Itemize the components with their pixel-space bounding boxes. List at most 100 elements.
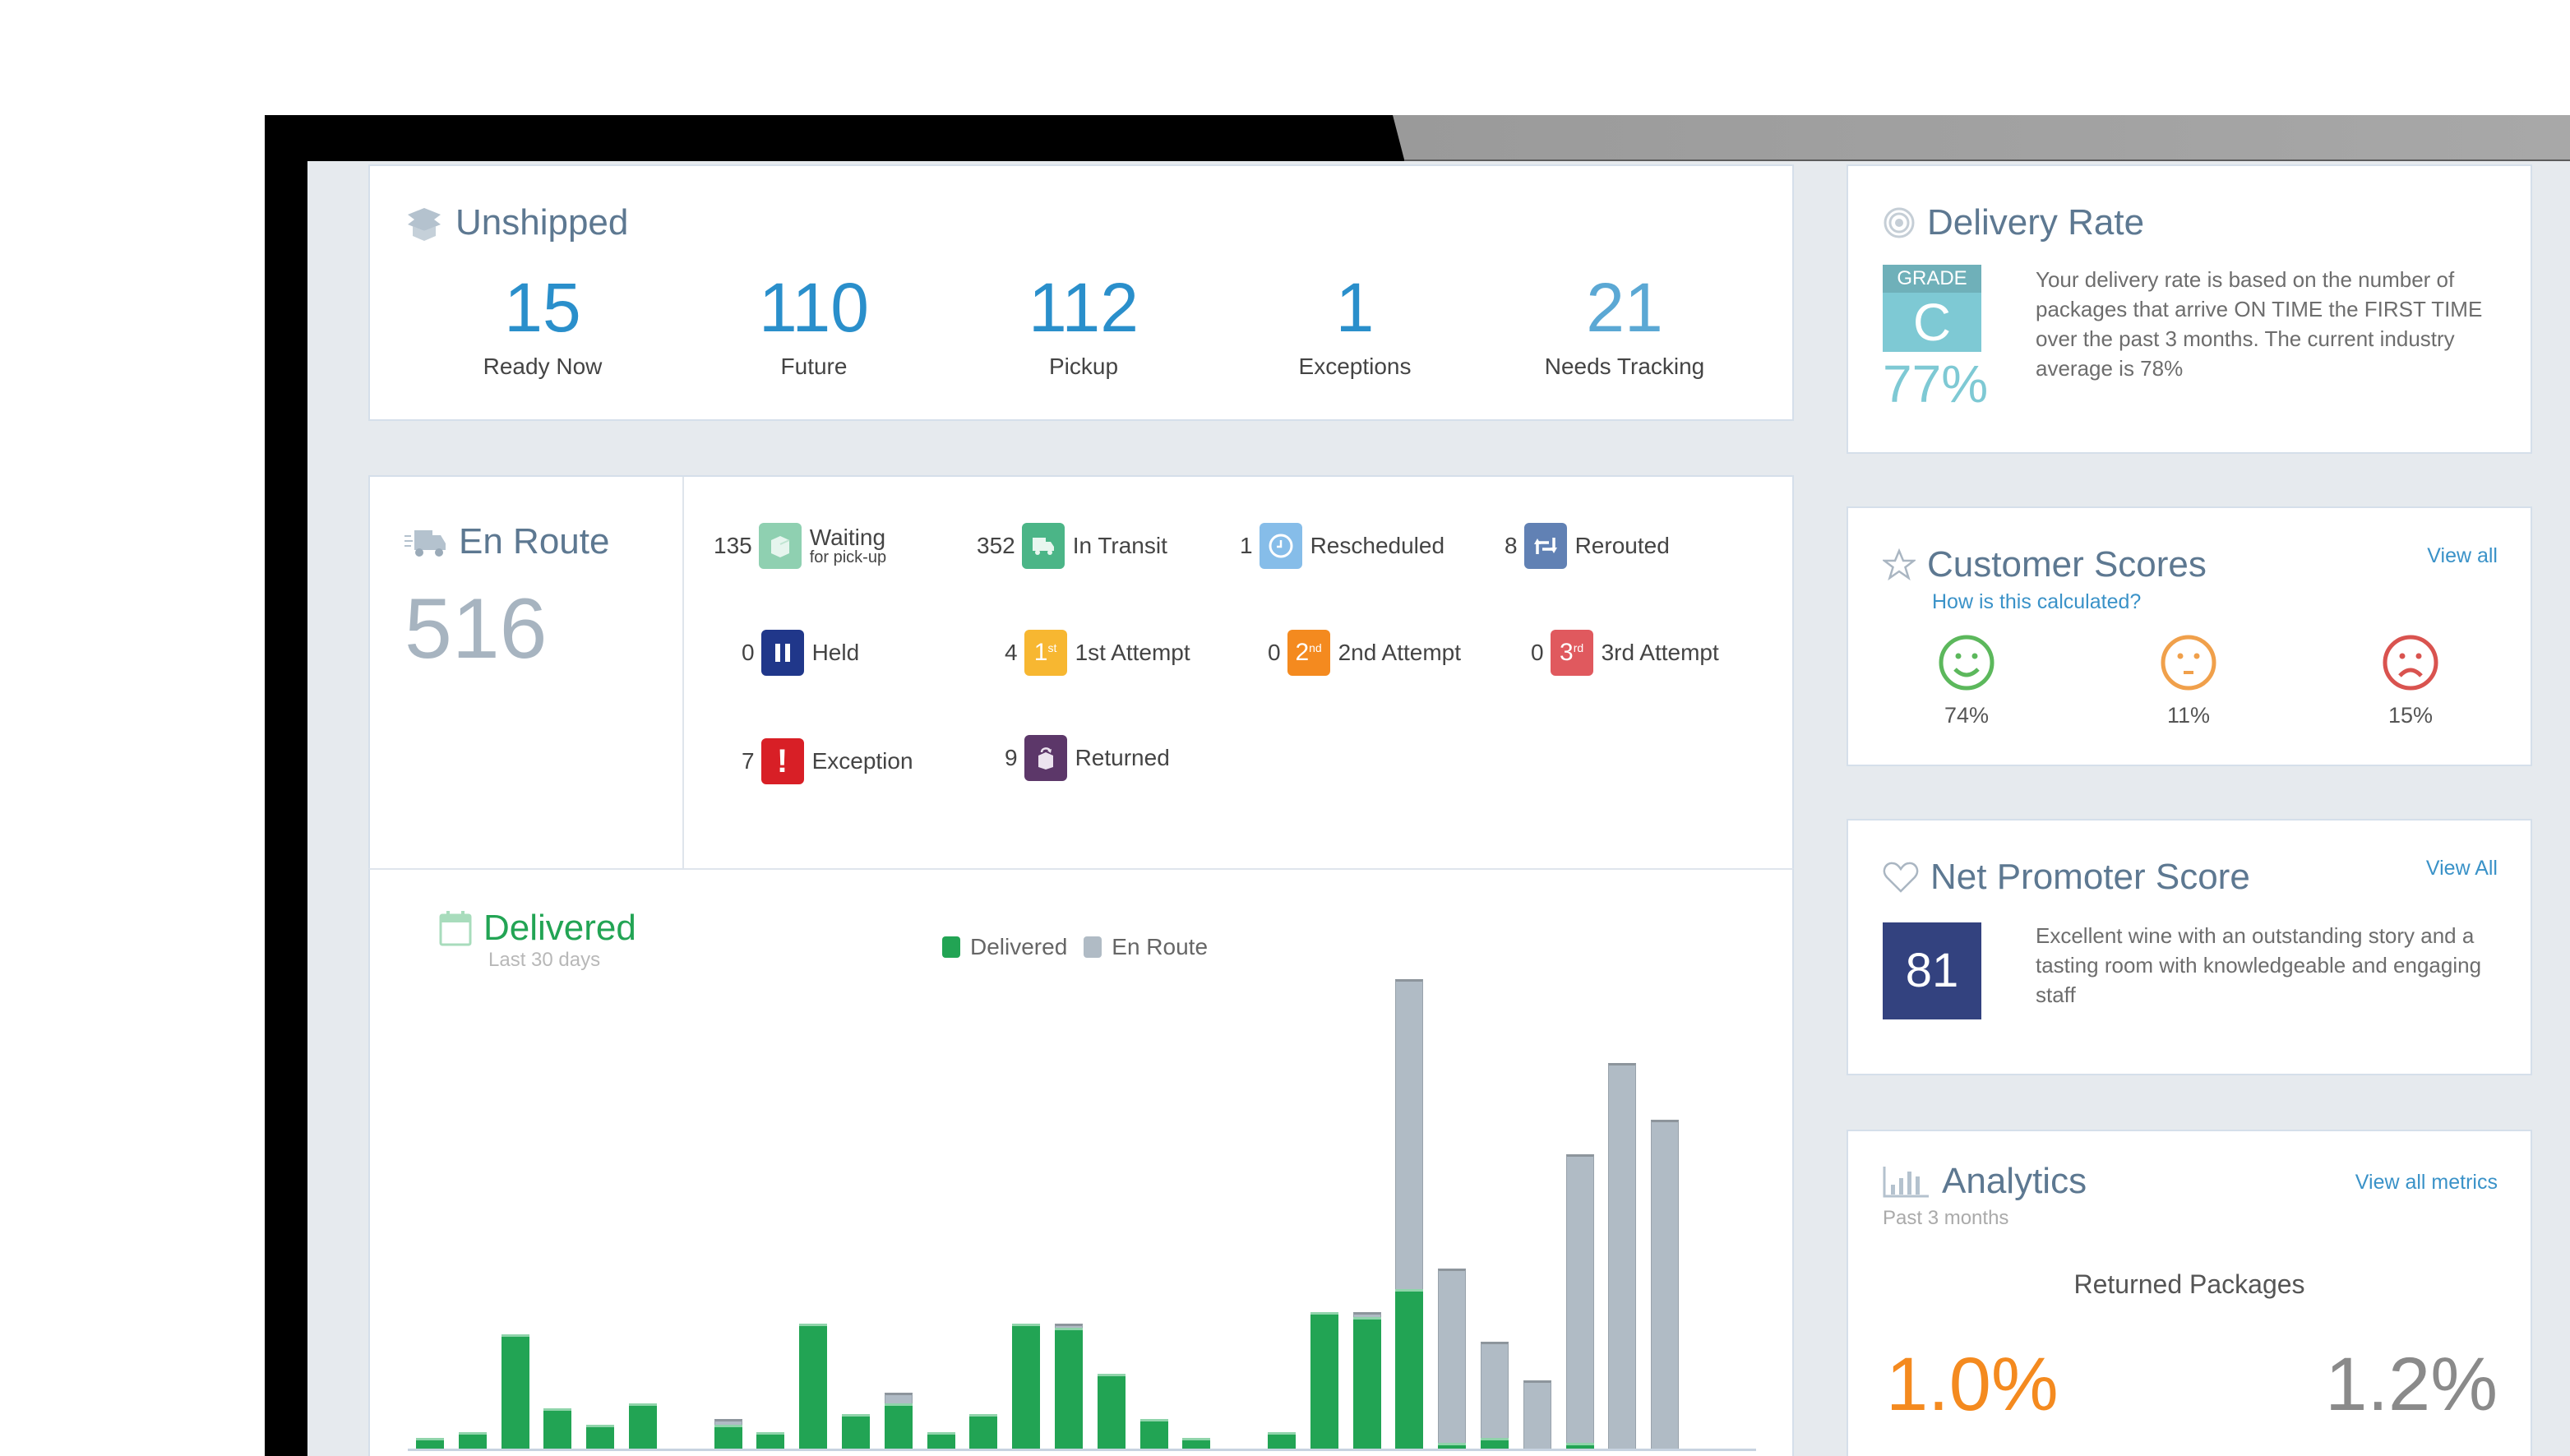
delivery-rate-header: Delivery Rate	[1883, 202, 2144, 243]
view-all-metrics-link[interactable]: View all metrics	[2355, 1171, 2498, 1194]
delivered-header: Delivered	[439, 908, 636, 949]
status-label: In Transit	[1072, 533, 1167, 559]
unshipped-header: Unshipped	[404, 202, 628, 243]
chart-bar[interactable]	[416, 1437, 444, 1449]
metric-current-value: 1.0%	[1886, 1343, 2059, 1426]
attempt-suffix: nd	[1309, 641, 1322, 654]
attempt-suffix: rd	[1573, 641, 1584, 654]
stat-value: 112	[1028, 269, 1139, 346]
stat-label: Future	[780, 354, 848, 379]
customer-scores-card: Customer Scores View all How is this cal…	[1847, 506, 2532, 766]
status-held[interactable]: 0 Held	[742, 630, 859, 676]
chart-bar[interactable]	[927, 1432, 955, 1449]
chart-bar[interactable]	[969, 1414, 998, 1449]
status-rescheduled[interactable]: 1 Rescheduled	[1240, 523, 1444, 569]
analytics-title: Analytics	[1942, 1161, 2087, 1201]
status-exception[interactable]: 7 ! Exception	[742, 738, 913, 784]
en-route-title: En Route	[459, 521, 610, 562]
legend-label-delivered[interactable]: Delivered	[970, 934, 1068, 959]
bar-segment-delivered	[1352, 1317, 1381, 1449]
stat-label: Pickup	[1048, 354, 1119, 379]
x-axis	[408, 1449, 1756, 1451]
en-route-total: 516	[404, 581, 548, 677]
chart-bar[interactable]	[1182, 1437, 1211, 1449]
en-route-summary[interactable]: En Route 516	[370, 477, 684, 868]
bar-segment-en-route	[884, 1393, 913, 1404]
score-percent: 11%	[2166, 703, 2211, 728]
bar-segment-delivered	[543, 1407, 572, 1449]
chart-bar[interactable]	[1395, 979, 1424, 1449]
delivered-subtitle: Last 30 days	[488, 949, 601, 971]
bar-segment-delivered	[1055, 1328, 1083, 1449]
chart-bar[interactable]	[1268, 1432, 1296, 1449]
chart-bar[interactable]	[884, 1393, 913, 1449]
chart-bar[interactable]	[1097, 1374, 1126, 1449]
chart-bar[interactable]	[1012, 1324, 1041, 1449]
chart-bar[interactable]	[1352, 1312, 1381, 1449]
customer-scores-title: Customer Scores	[1927, 544, 2207, 585]
stat-label: Needs Tracking	[1544, 354, 1705, 379]
chart-bar[interactable]	[1481, 1342, 1509, 1449]
chart-bar[interactable]	[629, 1403, 657, 1449]
status-label: 1st Attempt	[1075, 640, 1190, 666]
reroute-icon	[1523, 523, 1567, 569]
bar-segment-en-route	[1651, 1119, 1680, 1449]
chart-bar[interactable]	[1139, 1419, 1168, 1449]
stat-value: 1	[1335, 269, 1375, 346]
status-label: Rescheduled	[1310, 533, 1445, 559]
legend-label-en-route[interactable]: En Route	[1112, 934, 1209, 959]
chart-bar[interactable]	[543, 1407, 572, 1449]
chart-bar[interactable]	[756, 1432, 785, 1449]
stat-needs-tracking[interactable]: 21 Needs Tracking	[1518, 273, 1731, 380]
stat-label: Exceptions	[1298, 354, 1412, 379]
unshipped-card[interactable]: Unshipped 15 Ready Now 110 Future 112 Pi…	[368, 164, 1794, 421]
exclamation-glyph: !	[776, 742, 788, 779]
how-calculated-link[interactable]: How is this calculated?	[1932, 590, 2142, 613]
status-waiting[interactable]: 135 Waiting for pick-up	[714, 523, 886, 569]
returned-icon	[1024, 735, 1067, 781]
chart-bar[interactable]	[458, 1432, 487, 1449]
stat-pickup[interactable]: 112 Pickup	[977, 273, 1190, 380]
chart-bar[interactable]	[501, 1334, 529, 1449]
chart-bar[interactable]	[1310, 1312, 1338, 1449]
chart-bar[interactable]	[1438, 1268, 1467, 1449]
bar-segment-delivered	[1565, 1443, 1594, 1449]
bar-segment-delivered	[1310, 1312, 1338, 1449]
status-count: 4	[1005, 640, 1018, 665]
customer-scores-view-all-link[interactable]: View all	[2427, 544, 2498, 567]
stat-exceptions[interactable]: 1 Exceptions	[1248, 273, 1462, 380]
stat-ready-now[interactable]: 15 Ready Now	[436, 273, 649, 380]
bar-segment-delivered	[799, 1324, 828, 1449]
chart-bar[interactable]	[1608, 1063, 1637, 1449]
legend-swatch-delivered	[942, 936, 960, 958]
chart-bar[interactable]	[799, 1324, 828, 1449]
stat-future[interactable]: 110 Future	[707, 273, 921, 380]
status-in-transit[interactable]: 352 In Transit	[977, 523, 1167, 569]
status-rerouted[interactable]: 8 Rerouted	[1505, 523, 1670, 569]
chart-bar[interactable]	[1523, 1380, 1551, 1449]
unshipped-title: Unshipped	[455, 202, 629, 243]
chart-bar[interactable]	[586, 1424, 615, 1449]
attempt-number: 1	[1033, 639, 1048, 666]
sad-face-icon	[2383, 635, 2438, 691]
chart-bar[interactable]	[1651, 1119, 1680, 1449]
analytics-header: Analytics	[1883, 1161, 2087, 1202]
chart-bar[interactable]	[714, 1419, 742, 1449]
heart-icon	[1883, 862, 1919, 893]
chart-bar[interactable]	[842, 1414, 870, 1449]
status-label: Held	[811, 640, 860, 666]
chart-legend: Delivered En Route	[942, 934, 1208, 960]
chart-bar[interactable]	[1055, 1324, 1083, 1449]
analytics-subtitle: Past 3 months	[1883, 1207, 2009, 1229]
en-route-header: En Route	[404, 521, 609, 562]
status-count: 0	[1531, 640, 1544, 665]
grade-letter: C	[1883, 293, 1981, 352]
status-returned[interactable]: 9 Returned	[1005, 735, 1170, 781]
chart-bar[interactable]	[1565, 1154, 1594, 1449]
nps-view-all-link[interactable]: View All	[2425, 857, 2498, 880]
status-label: Rerouted	[1574, 533, 1670, 559]
